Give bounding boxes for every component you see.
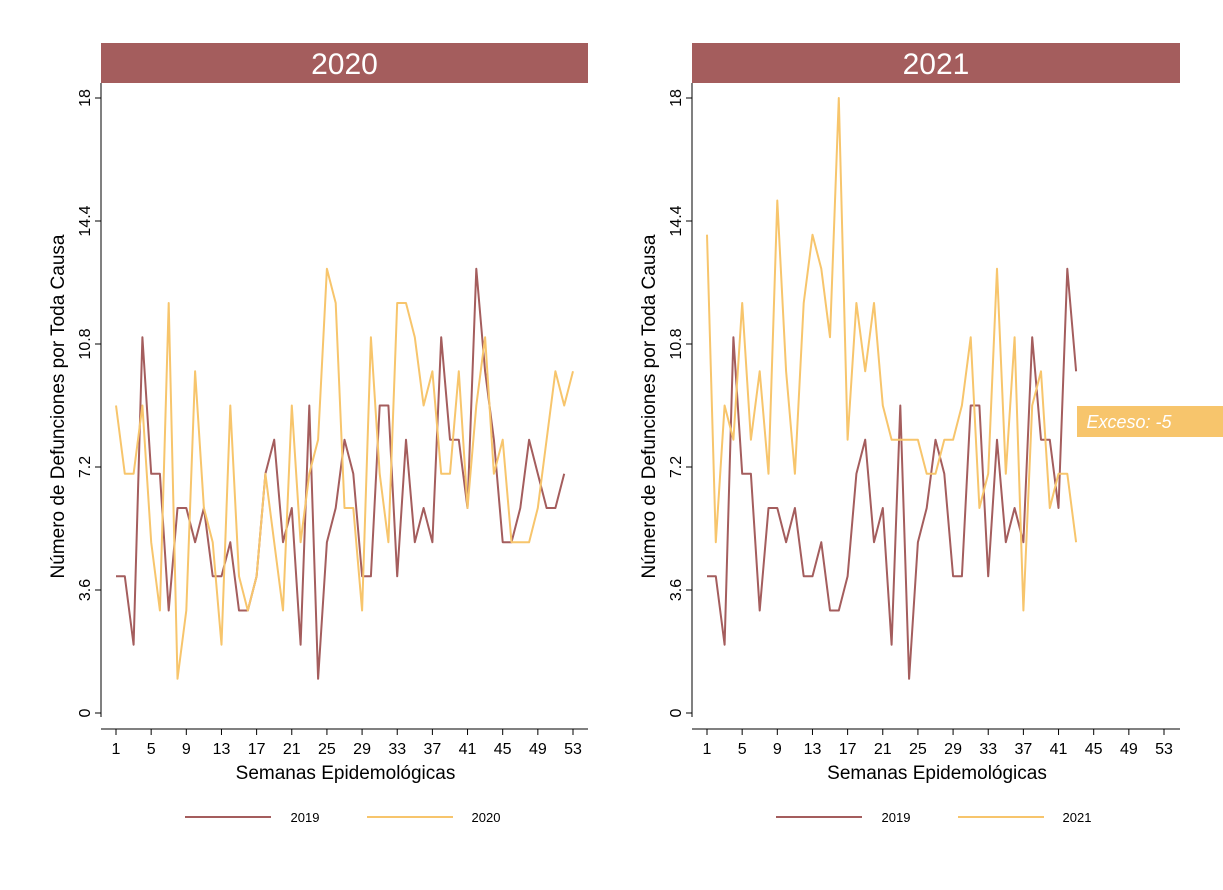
excess-badge <box>1077 406 1223 437</box>
x-tick-label: 21 <box>283 741 301 758</box>
panel-1: 2021 0 3.6 7.2 10.8 14.4 18 1 5 9 13 17 21 25 29 33 37 41… <box>639 43 1223 825</box>
y-tick-label: 10.8 <box>668 328 685 359</box>
x-tick-label: 29 <box>353 741 371 758</box>
x-tick-label: 5 <box>147 741 156 758</box>
y-tick-label: 7.2 <box>77 456 94 478</box>
x-tick-label: 9 <box>182 741 191 758</box>
x-tick-label: 49 <box>1120 741 1138 758</box>
series-line-2019 <box>116 267 566 680</box>
series-line-2019 <box>707 267 1078 680</box>
y-tick-label: 3.6 <box>77 579 94 601</box>
legend-label-2019: 2019 <box>882 810 911 825</box>
x-axis-title: Semanas Epidemológicas <box>827 763 1047 784</box>
y-tick-label: 10.8 <box>77 328 94 359</box>
x-tick-label: 41 <box>459 741 477 758</box>
x-tick-label: 1 <box>112 741 121 758</box>
excess-badge-text: Exceso: -5 <box>1086 412 1172 432</box>
x-tick-label: 41 <box>1050 741 1068 758</box>
y-tick-label: 3.6 <box>668 579 685 601</box>
panel-header <box>101 43 588 83</box>
y-tick-label: 18 <box>77 89 94 107</box>
x-tick-label: 37 <box>1014 741 1032 758</box>
x-tick-label: 45 <box>1085 741 1103 758</box>
x-tick-label: 53 <box>1155 741 1173 758</box>
panel-header <box>692 43 1180 83</box>
x-tick-label: 33 <box>979 741 997 758</box>
series-line-2021 <box>706 97 1078 612</box>
x-tick-label: 17 <box>248 741 266 758</box>
y-tick-label: 0 <box>77 708 94 717</box>
x-tick-label: 53 <box>564 741 582 758</box>
y-axis-title: Número de Defunciones por Toda Causa <box>48 234 69 578</box>
y-tick-label: 0 <box>668 708 685 717</box>
x-tick-label: 1 <box>703 741 712 758</box>
x-tick-label: 17 <box>839 741 857 758</box>
x-tick-label: 45 <box>494 741 512 758</box>
y-tick-label: 14.4 <box>77 205 94 236</box>
x-tick-label: 37 <box>423 741 441 758</box>
x-tick-label: 13 <box>213 741 231 758</box>
y-tick-label: 7.2 <box>668 456 685 478</box>
panel-0: 2020 0 3.6 7.2 10.8 14.4 18 1 5 9 13 17 21 25 29 33 37 41… <box>48 43 588 825</box>
y-axis-title: Número de Defunciones por Toda Causa <box>639 234 660 578</box>
legend-label-2020: 2020 <box>472 810 501 825</box>
panel-title: 2020 <box>311 48 378 81</box>
series-line-2020 <box>115 267 574 680</box>
y-tick-label: 18 <box>668 89 685 107</box>
x-tick-label: 29 <box>944 741 962 758</box>
x-tick-label: 49 <box>529 741 547 758</box>
legend-label-2019: 2019 <box>291 810 320 825</box>
x-tick-label: 25 <box>909 741 927 758</box>
panel-title: 2021 <box>903 48 970 81</box>
legend-label-2021: 2021 <box>1063 810 1092 825</box>
y-tick-label: 14.4 <box>668 205 685 236</box>
x-tick-label: 25 <box>318 741 336 758</box>
x-tick-label: 5 <box>738 741 747 758</box>
x-tick-label: 33 <box>388 741 406 758</box>
x-tick-label: 13 <box>804 741 822 758</box>
x-tick-label: 21 <box>874 741 892 758</box>
x-tick-label: 9 <box>773 741 782 758</box>
x-axis-title: Semanas Epidemológicas <box>236 763 456 784</box>
